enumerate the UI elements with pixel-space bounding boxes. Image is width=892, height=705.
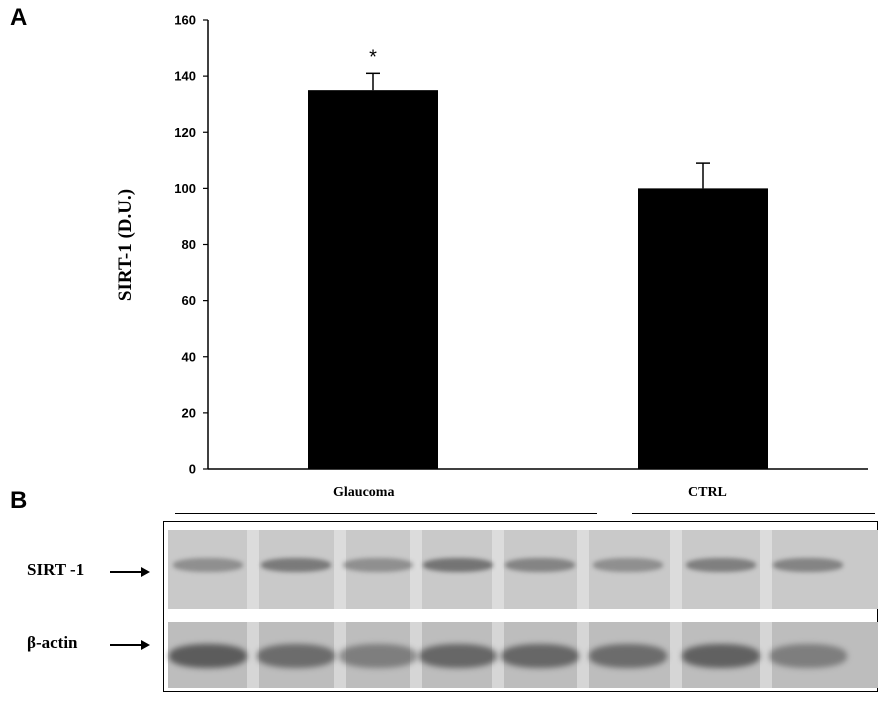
blot-strip-sirt1	[168, 530, 878, 609]
panel-label-a: A	[10, 4, 28, 31]
blot-group-ctrl-line	[632, 513, 875, 514]
sirt1-band	[343, 558, 413, 572]
blot-lane-gap	[760, 622, 772, 688]
blot-row-arrow-sirt1	[110, 567, 150, 577]
blot-row-arrow-actin	[110, 640, 150, 650]
bar-ctrl	[638, 188, 768, 469]
actin-band	[257, 644, 335, 668]
y-tick-label: 20	[182, 405, 196, 420]
sirt1-band	[686, 558, 756, 572]
y-tick-label: 120	[174, 125, 196, 140]
y-tick-label: 40	[182, 349, 196, 364]
y-tick-label: 140	[174, 69, 196, 84]
y-axis-title: SIRT-1 (D.U.)	[115, 189, 136, 301]
sirt1-band	[173, 558, 243, 572]
blot-lane-gap	[410, 622, 422, 688]
blot-group-glaucoma-label: Glaucoma	[333, 485, 395, 500]
blot-lane-gap	[492, 530, 504, 609]
actin-band	[682, 644, 760, 668]
panel-label-b: B	[10, 487, 28, 514]
blot-lane-gap	[577, 530, 589, 609]
actin-band	[169, 644, 247, 668]
y-tick-label: 60	[182, 293, 196, 308]
sirt1-band	[773, 558, 843, 572]
blot-lane-gap	[334, 530, 346, 609]
blot-lane-gap	[670, 622, 682, 688]
y-tick-label: 100	[174, 181, 196, 196]
bar-glaucoma	[308, 90, 438, 469]
bars: *	[308, 46, 768, 469]
blot-lane-gap	[492, 622, 504, 688]
sirt1-band	[505, 558, 575, 572]
blot-lane-gap	[577, 622, 589, 688]
blot-group-ctrl-label: CTRL	[688, 485, 727, 500]
y-tick-label: 160	[174, 13, 196, 28]
blot-lane-gap	[247, 622, 259, 688]
actin-band	[419, 644, 497, 668]
actin-band	[339, 644, 417, 668]
actin-band	[501, 644, 579, 668]
blot-group-glaucoma-line	[175, 513, 597, 514]
western-blot	[163, 521, 878, 692]
sirt1-band	[593, 558, 663, 572]
y-tick-label: 0	[189, 462, 196, 477]
actin-band	[589, 644, 667, 668]
sirt1-band	[261, 558, 331, 572]
sirt1-band	[423, 558, 493, 572]
significance-marker: *	[369, 46, 377, 68]
blot-lane-gap	[760, 530, 772, 609]
blot-row-label-sirt1: SIRT -1	[27, 560, 85, 579]
bar-chart: 0 20 40 60 80 100 120 140 160 * SIRT-1 (D.U.)	[115, 13, 868, 477]
blot-row-label-actin: β-actin	[27, 633, 78, 652]
blot-lane-gap	[410, 530, 422, 609]
y-tick-label: 80	[182, 237, 196, 252]
actin-band	[769, 644, 847, 668]
blot-lane-gap	[334, 622, 346, 688]
blot-strip-actin	[168, 622, 878, 688]
blot-lane-gap	[670, 530, 682, 609]
blot-lane-gap	[247, 530, 259, 609]
